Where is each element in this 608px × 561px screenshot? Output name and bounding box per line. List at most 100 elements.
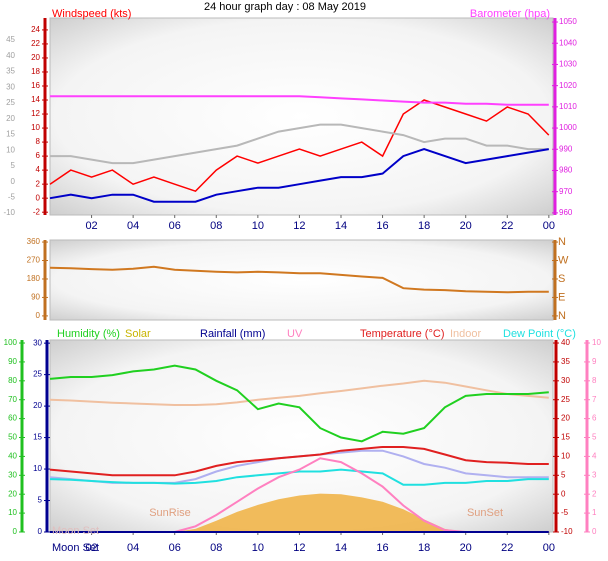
y-tick-label: 0 bbox=[13, 527, 18, 536]
y-tick-label: 20 bbox=[31, 53, 40, 62]
y-tick-label: 980 bbox=[559, 166, 573, 175]
x-tick-label: 00 bbox=[543, 542, 555, 554]
plot-area bbox=[49, 17, 554, 216]
legend-label: Indoor bbox=[450, 328, 482, 340]
y-tick-label: 0 bbox=[36, 193, 41, 202]
y-tick-label: 70 bbox=[8, 395, 17, 404]
annotation: Moon Set bbox=[52, 542, 99, 554]
y-tick-label: 50 bbox=[8, 433, 17, 442]
y-tick-label: 40 bbox=[561, 338, 570, 347]
y-tick-label: 180 bbox=[27, 274, 41, 283]
y-tick-label: 1010 bbox=[559, 102, 577, 111]
line bbox=[49, 468, 549, 486]
legend-label: Humidity (%) bbox=[57, 328, 120, 340]
y-tick-label: 40 bbox=[6, 51, 15, 60]
y-tick-label: 1020 bbox=[559, 81, 577, 90]
y-tick-label: 1 bbox=[592, 508, 597, 517]
x-tick-label: 22 bbox=[501, 542, 513, 554]
y-tick-label: 25 bbox=[561, 395, 570, 404]
y-tick-label: 7 bbox=[592, 395, 597, 404]
y-tick-label: 80 bbox=[8, 376, 17, 385]
x-tick-label: 12 bbox=[293, 220, 305, 232]
y-tick-label: 9 bbox=[592, 357, 597, 366]
y-tick-label: 990 bbox=[559, 144, 573, 153]
y-tick-label: 30 bbox=[6, 82, 15, 91]
annotation: SunSet bbox=[467, 507, 503, 519]
y-tick-label: N bbox=[558, 310, 566, 322]
x-tick-label: 18 bbox=[418, 542, 430, 554]
legend-label: Solar bbox=[125, 328, 151, 340]
y-tick-label: 5 bbox=[38, 496, 43, 505]
line bbox=[49, 265, 549, 294]
y-tick-label: 2 bbox=[36, 179, 41, 188]
y-tick-label: 18 bbox=[31, 67, 40, 76]
x-tick-label: 16 bbox=[376, 542, 388, 554]
y-tick-label: 0 bbox=[592, 527, 597, 536]
y-tick-label: 15 bbox=[33, 433, 42, 442]
annotation: Moon Set bbox=[52, 525, 99, 537]
y-tick-label: -10 bbox=[561, 527, 573, 536]
y-tick-label: -5 bbox=[8, 192, 16, 201]
y-tick-label: 6 bbox=[592, 414, 597, 423]
line bbox=[49, 148, 549, 203]
y-tick-label: 15 bbox=[561, 433, 570, 442]
line bbox=[50, 95, 549, 106]
y-tick-label: 35 bbox=[561, 357, 570, 366]
y-tick-label: 3 bbox=[592, 470, 597, 479]
y-tick-label: -10 bbox=[3, 208, 15, 217]
plot-area bbox=[49, 239, 554, 321]
x-tick-label: 02 bbox=[85, 542, 97, 554]
y-tick-label: 2 bbox=[592, 489, 597, 498]
y-tick-label: 0 bbox=[561, 489, 566, 498]
x-tick-label: 14 bbox=[335, 542, 347, 554]
y-tick-label: 30 bbox=[561, 376, 570, 385]
y-tick-label: 270 bbox=[27, 256, 41, 265]
x-tick-label: 06 bbox=[169, 542, 181, 554]
y-tick-label: 960 bbox=[559, 208, 573, 217]
y-tick-label: 1000 bbox=[559, 123, 577, 132]
y-tick-label: -5 bbox=[561, 508, 569, 517]
x-tick-label: 20 bbox=[460, 220, 472, 232]
y-tick-label: 1030 bbox=[559, 60, 577, 69]
y-tick-label: N bbox=[558, 236, 566, 248]
y-tick-label: 25 bbox=[33, 370, 42, 379]
y-tick-label: 10 bbox=[33, 464, 42, 473]
y-tick-label: 22 bbox=[31, 39, 40, 48]
legend-label: Temperature (°C) bbox=[360, 328, 444, 340]
y-tick-label: 5 bbox=[561, 470, 566, 479]
y-tick-label: 10 bbox=[592, 338, 601, 347]
y-tick-label: 20 bbox=[561, 414, 570, 423]
x-tick-label: 10 bbox=[252, 220, 264, 232]
y-tick-label: 14 bbox=[31, 95, 40, 104]
y-tick-label: 15 bbox=[6, 130, 15, 139]
y-tick-label: 0 bbox=[11, 177, 16, 186]
legend-label: Dew Point (°C) bbox=[503, 328, 576, 340]
y-tick-label: 100 bbox=[4, 338, 18, 347]
x-tick-label: 06 bbox=[169, 220, 181, 232]
y-tick-label: 10 bbox=[561, 452, 570, 461]
y-tick-label: 12 bbox=[31, 109, 40, 118]
y-tick-label: 35 bbox=[6, 67, 15, 76]
page-title: 24 hour graph day : 08 May 2019 bbox=[204, 1, 366, 13]
y-tick-label: S bbox=[558, 273, 565, 285]
y-tick-label: 4 bbox=[592, 452, 597, 461]
y-tick-label: 20 bbox=[8, 489, 17, 498]
legend-label: Barometer (hpa) bbox=[470, 8, 550, 20]
y-tick-label: 25 bbox=[6, 98, 15, 107]
y-tick-label: -2 bbox=[33, 207, 41, 216]
y-tick-label: 970 bbox=[559, 187, 573, 196]
y-tick-label: 4 bbox=[36, 165, 41, 174]
legend-label: UV bbox=[287, 328, 303, 340]
line bbox=[49, 379, 549, 406]
y-tick-label: W bbox=[558, 254, 569, 266]
y-tick-label: 10 bbox=[8, 508, 17, 517]
line bbox=[49, 99, 550, 193]
y-tick-label: 90 bbox=[31, 293, 40, 302]
x-tick-label: 16 bbox=[376, 220, 388, 232]
y-tick-label: 40 bbox=[8, 452, 17, 461]
y-tick-label: 20 bbox=[6, 114, 15, 123]
x-tick-label: 18 bbox=[418, 220, 430, 232]
x-tick-label: 04 bbox=[127, 542, 139, 554]
x-tick-label: 10 bbox=[252, 542, 264, 554]
